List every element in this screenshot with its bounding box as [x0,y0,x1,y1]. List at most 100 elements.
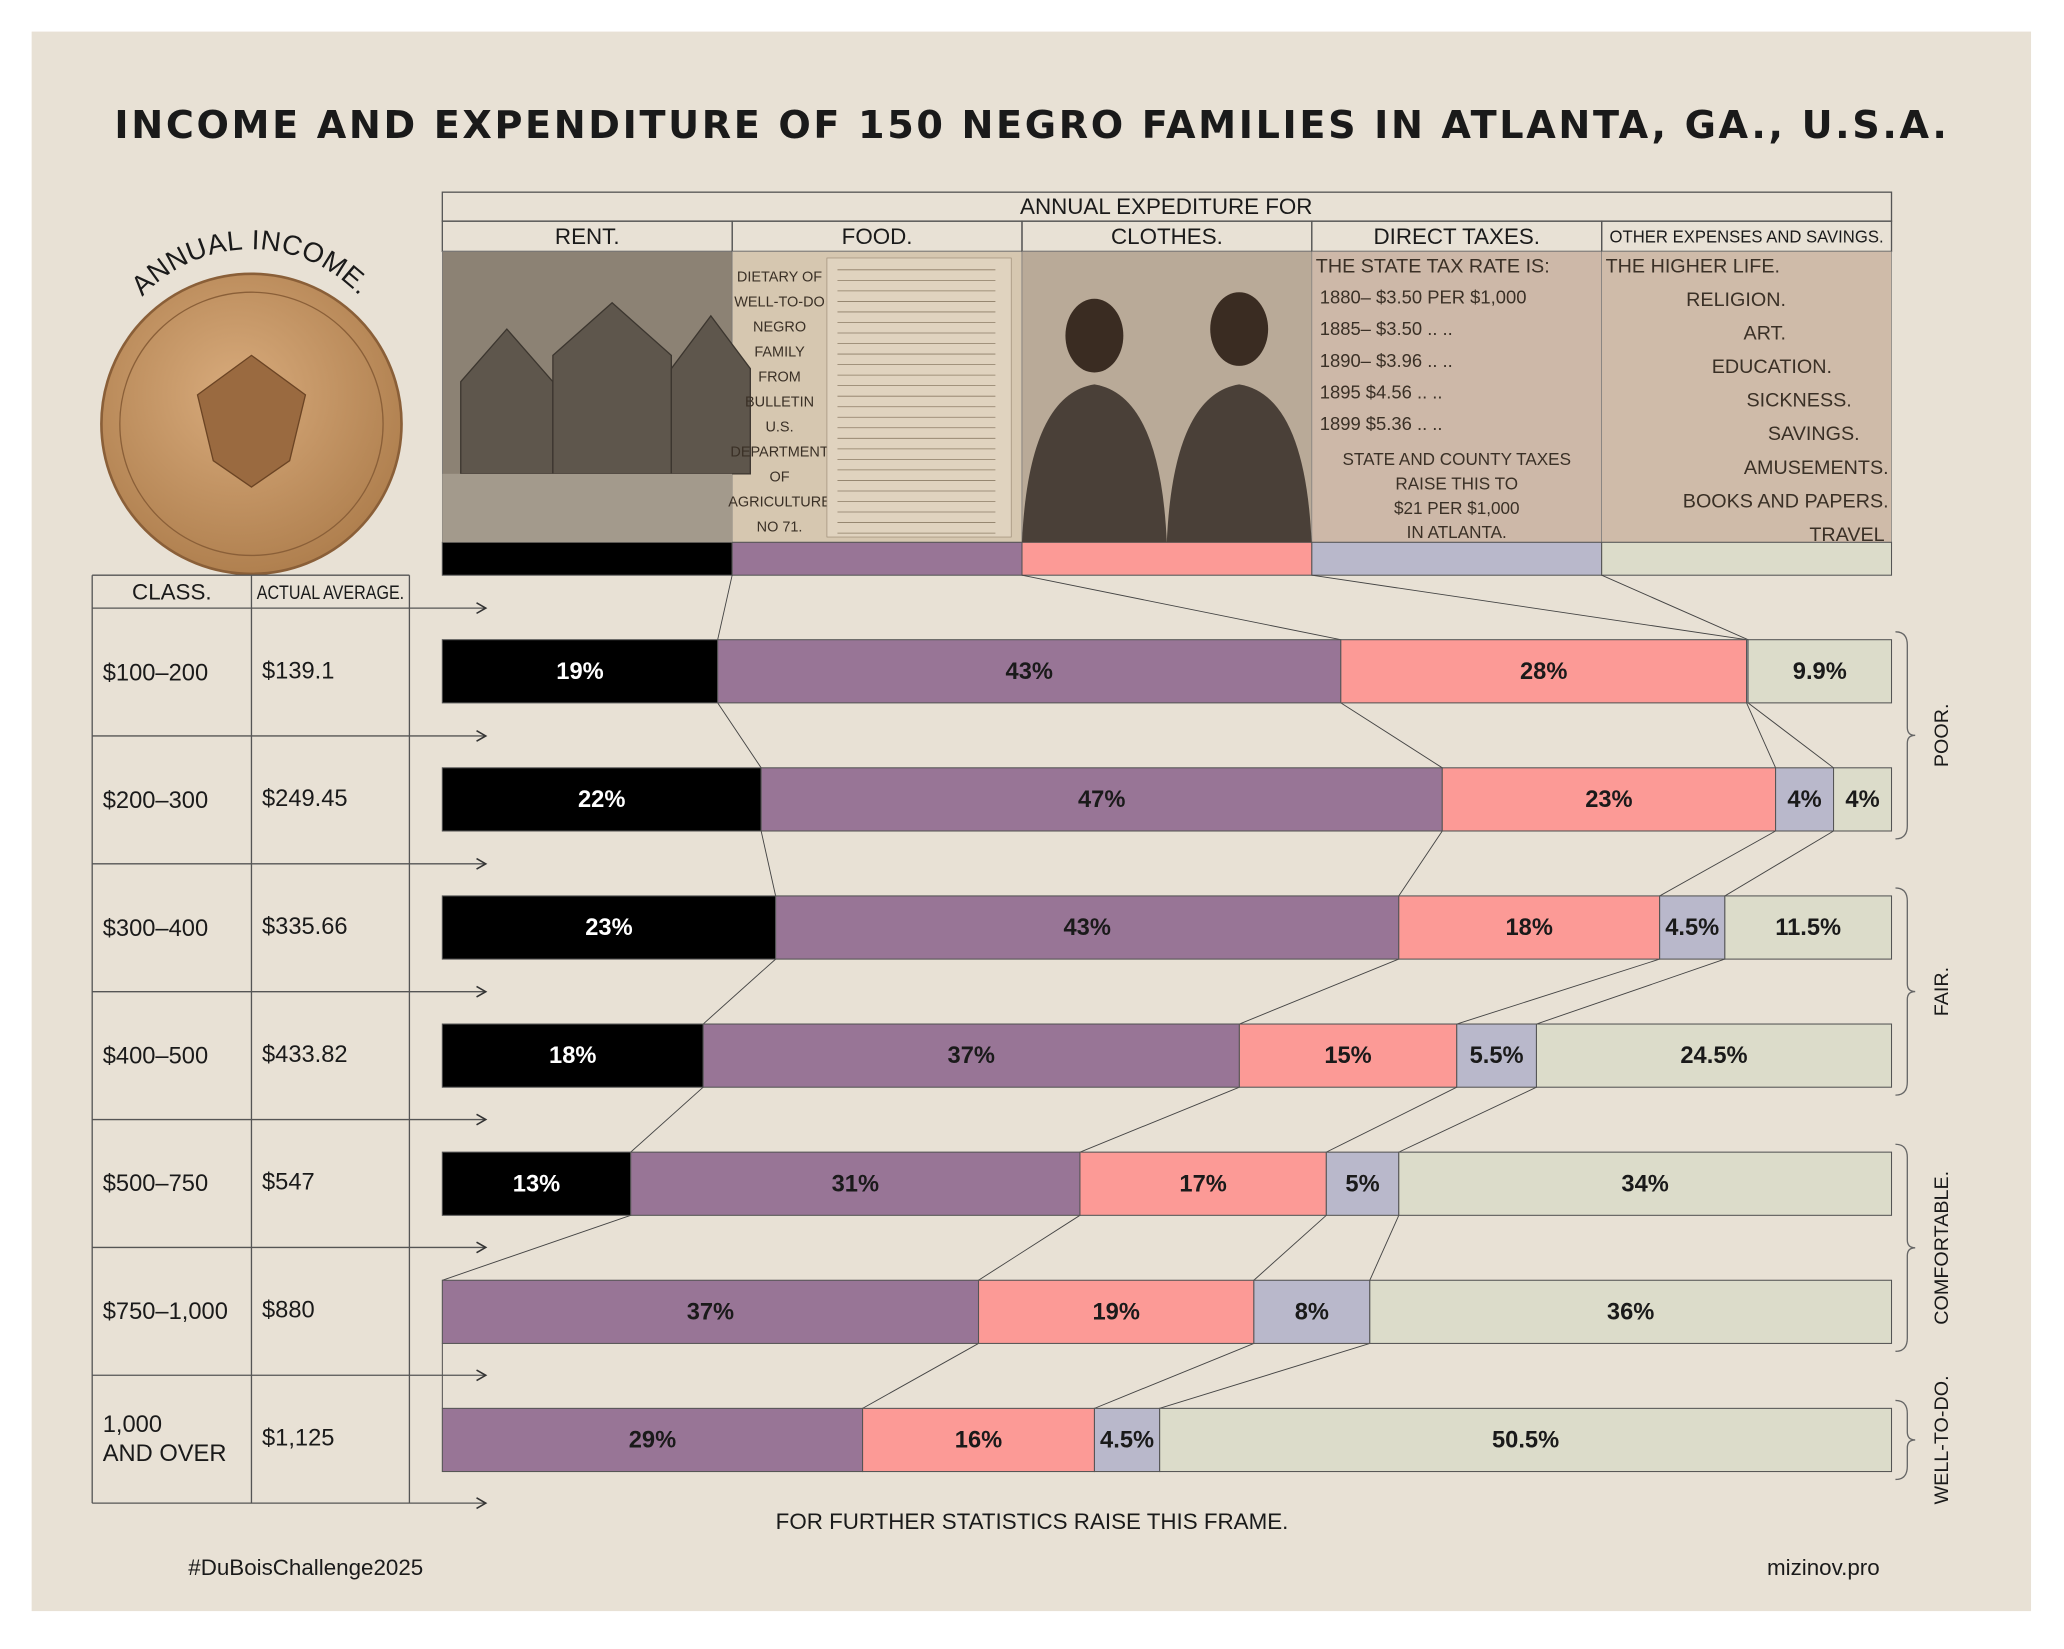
footer-note: FOR FURTHER STATISTICS RAISE THIS FRAME. [776,1509,1289,1534]
panel-text: STATE AND COUNTY TAXES [1343,450,1572,469]
panel-text: 1880– $3.50 PER $1,000 [1320,287,1527,308]
coin-rim [119,291,384,557]
panel-text: 1895 $4.56 .. .. [1320,381,1443,402]
category-label: 1,000 AND OVER [102,1411,227,1467]
arrowhead [476,1241,488,1254]
connector [702,958,776,1025]
panel-text: BOOKS AND PAPERS. [1683,490,1889,512]
bar [1325,1151,1400,1216]
legend-swatch [441,541,733,576]
bar [775,895,1400,960]
connector [1746,702,1776,768]
arrowhead [476,1497,488,1510]
panel-text: 1890– $3.96 .. .. [1320,350,1453,371]
panel-text: THE STATE TAX RATE IS: [1316,255,1550,277]
group-brace [1895,1143,1916,1352]
legend-swatch [1021,541,1313,576]
connector [717,702,762,769]
connector [1253,1214,1327,1281]
legend-label: RENT. [555,224,620,249]
table-header: ACTUAL AVERAGE. [257,582,404,604]
legend-label: OTHER EXPENSES AND SAVINGS. [1610,228,1884,247]
value-label: 4.5% [1665,915,1719,941]
connector [1311,574,1747,641]
legend-label: DIRECT TAXES. [1374,224,1541,249]
connector [1094,1343,1255,1409]
legend-swatch [1601,541,1893,576]
value-label: 18% [1506,915,1553,941]
group-brace [1895,887,1916,1096]
arrowhead [476,1369,488,1382]
value-label: 47% [1078,787,1125,813]
value-label: 17% [1179,1171,1226,1197]
bar [1238,1023,1458,1088]
panel-text: NEGRO [753,320,806,336]
value-label: 9.9% [1793,659,1847,685]
panel-text: RAISE THIS TO [1395,475,1518,494]
panel-text: SICKNESS. [1746,390,1851,412]
value-label: 50.5% [1492,1428,1559,1454]
connector [1536,958,1726,1025]
value-label: 37% [948,1043,995,1069]
connector [1021,574,1341,641]
panel-text: THE HIGHER LIFE. [1606,255,1780,277]
bar [702,1023,1240,1088]
bar [1456,1023,1537,1088]
group-label: FAIR. [1931,967,1953,1016]
group-label: WELL-TO-DO. [1931,1375,1953,1504]
bar [1093,1407,1161,1473]
portrait-body [1021,384,1167,543]
panel-text: AMUSEMENTS. [1744,457,1889,479]
chart-title: INCOME AND EXPENDITURE OF 150 NEGRO FAMI… [114,104,1949,148]
bar [630,1151,1081,1216]
connector [1239,958,1399,1025]
bar [977,1279,1255,1344]
panel-text: IN ATLANTA. [1407,523,1507,542]
group-label: COMFORTABLE. [1931,1171,1953,1325]
connector [1724,830,1834,897]
category-label: $100–200 [102,658,209,686]
connector [1398,1086,1537,1153]
average-label: $249.45 [262,786,348,812]
bar [441,639,719,704]
arrowhead [476,602,488,615]
table-header: CLASS. [132,580,212,605]
photo-panel [1601,251,1892,543]
bar [1535,1023,1893,1088]
arrowhead [476,1113,488,1126]
connector [1398,830,1443,897]
bar [1369,1279,1893,1344]
value-label: 43% [1006,659,1053,685]
ground [442,473,733,543]
value-label: 5.5% [1470,1043,1524,1069]
panel-text: DIETARY OF [737,270,822,286]
value-label: 15% [1324,1043,1371,1069]
value-label: 18% [549,1043,596,1069]
portrait-head [1210,292,1269,366]
average-label: $547 [262,1170,315,1196]
value-label: 11.5% [1775,915,1841,941]
group-brace [1895,1399,1916,1481]
connector [1456,958,1660,1025]
category-cell: 1,000 AND OVER [102,1411,227,1467]
legend-swatch [1311,541,1603,576]
connector [1326,1086,1457,1153]
value-label: 19% [1092,1299,1139,1325]
arrowhead [476,985,488,998]
bar [441,1407,864,1473]
connector [1601,574,1749,641]
value-label: 34% [1621,1171,1668,1197]
category-cell: $300–400 [102,914,209,941]
connector [630,1086,704,1153]
value-label: 37% [687,1299,734,1325]
category-label: $300–400 [102,914,209,941]
group-label: POOR. [1931,704,1953,768]
bar [1398,1151,1893,1216]
value-label: 8% [1295,1299,1329,1325]
value-label: 43% [1063,915,1110,941]
average-label: $335.66 [262,914,348,940]
value-label: 22% [578,787,625,813]
panel-text: SAVINGS. [1768,423,1860,445]
panel-text: FROM [758,370,801,386]
connector [1340,702,1443,769]
